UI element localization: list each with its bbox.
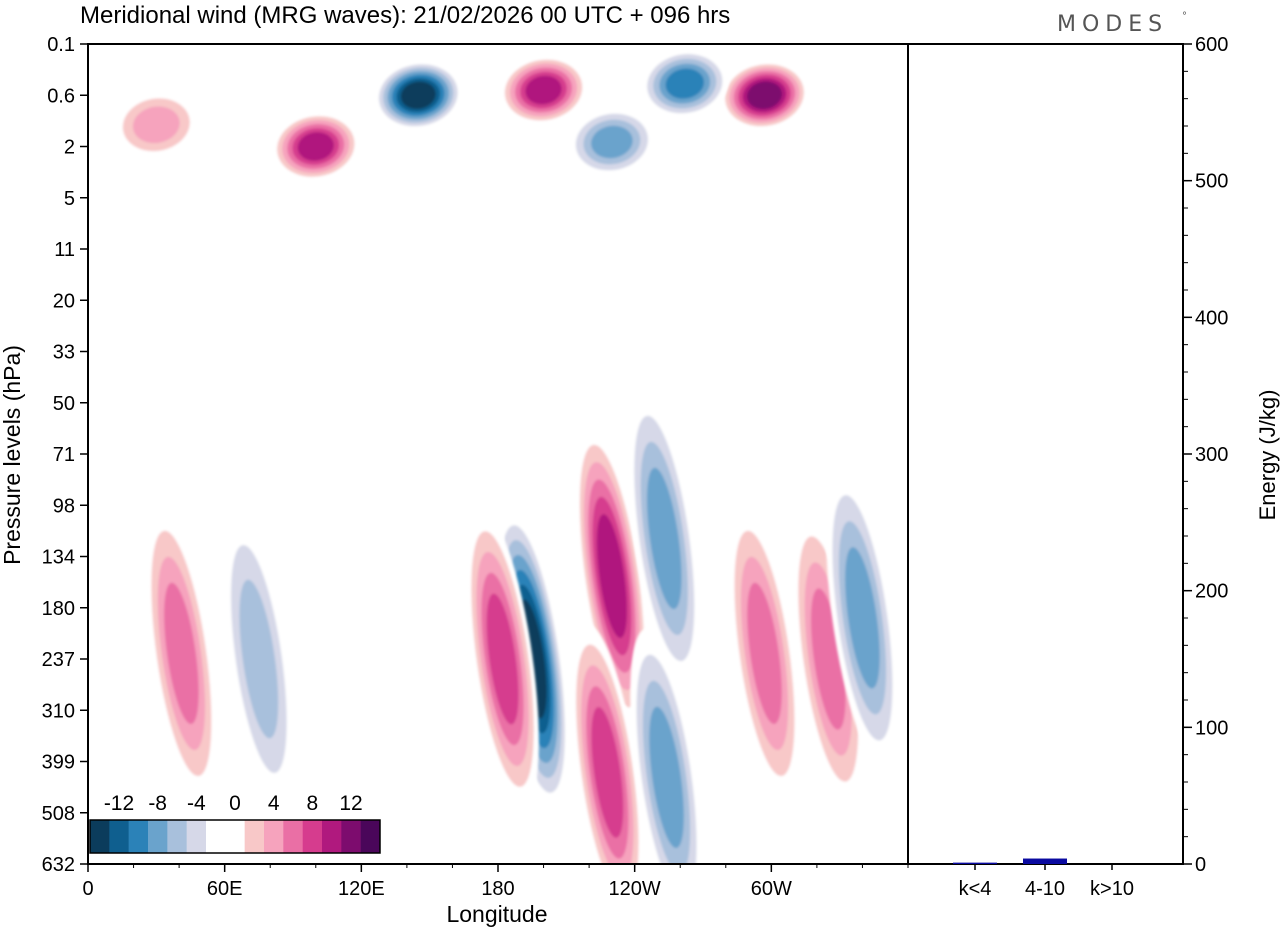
colorbar-swatch (206, 820, 226, 853)
contour-feature-9 (145, 504, 218, 803)
energy-x-ticks: k<4 4-10 k>10 (959, 864, 1134, 900)
colorbar-tick-label: 12 (339, 792, 362, 815)
colorbar: -12 -8 -4 0 4 8 12 (89, 792, 381, 854)
energy-bar-0 (953, 862, 997, 864)
y-tick-label: 399 (42, 752, 75, 774)
contour-feature-7 (791, 510, 865, 808)
colorbar-swatch (225, 820, 245, 853)
heatmap-area (88, 44, 908, 864)
x-tick-label: 120E (338, 878, 385, 900)
colorbar-swatch (302, 820, 323, 853)
contour-feature-14 (641, 49, 729, 118)
x-ticks: 0 60E 120E 180 120W 60W (82, 864, 909, 900)
contour-feature-11 (374, 60, 463, 130)
y-tick-label: 134 (42, 547, 75, 569)
energy-tick-label: 600 (1195, 34, 1228, 56)
colorbar-frame (89, 819, 381, 854)
energy-tick-label: 400 (1195, 307, 1228, 329)
y-ticks: 0.1 0.6 2 5 11 20 33 50 71 98 134 180 237 310 399 508 63… (42, 34, 88, 876)
y-tick-label: 0.6 (47, 85, 75, 107)
y-tick-label: 310 (42, 700, 75, 722)
contour-feature-10 (222, 510, 296, 808)
contour-feature-1 (466, 510, 539, 808)
energy-tick-label: 300 (1195, 444, 1228, 466)
contour-feature-4 (571, 623, 644, 864)
colorbar-swatch (167, 820, 187, 853)
y-tick-label: 20 (53, 290, 75, 312)
x-tick-label: 60E (207, 878, 243, 900)
energy-x-tick-label: k<4 (959, 878, 992, 900)
y-tick-label: 50 (53, 393, 75, 415)
colorbar-swatch (341, 820, 361, 853)
contour-feature-5 (630, 628, 703, 864)
brand-mark: ° (1182, 11, 1193, 22)
y-tick-label: 180 (42, 598, 75, 620)
colorbar-tick-label: -4 (187, 792, 206, 815)
contour-feature-13 (720, 60, 809, 130)
y-tick-label: 237 (42, 649, 75, 671)
contour-feature-12 (499, 55, 588, 125)
energy-y-ticks: 0 100 200 300 400 500 600 (1183, 34, 1228, 876)
brand-logo: MODES (1057, 12, 1168, 37)
x-tick-label: 60W (751, 878, 792, 900)
contour-feature-15 (272, 112, 360, 181)
colorbar-swatch (244, 820, 265, 853)
y-tick-label: 5 (64, 188, 75, 210)
y-tick-label: 0.1 (47, 34, 75, 56)
energy-panel-frame (907, 43, 1184, 865)
chart-title: Meridional wind (MRG waves): 21/02/2026 … (80, 2, 730, 29)
y-tick-label: 71 (53, 444, 75, 466)
contour-feature-2 (575, 427, 649, 725)
colorbar-swatch (186, 820, 207, 853)
energy-bar-1 (1023, 858, 1067, 864)
energy-tick-label: 500 (1195, 171, 1228, 193)
contour-blobs (112, 49, 899, 864)
contour-feature-6 (728, 504, 801, 803)
contour-feature-8 (826, 469, 899, 767)
colorbar-swatch (322, 820, 342, 853)
colorbar-swatch (90, 820, 110, 853)
y-tick-label: 11 (54, 239, 75, 261)
colorbar-tick-label: 8 (306, 792, 318, 815)
colorbar-tick-label: 4 (268, 792, 280, 815)
colorbar-swatch (148, 820, 168, 853)
energy-x-tick-label: 4-10 (1025, 878, 1065, 900)
energy-bars (953, 858, 1067, 864)
contour-feature-3 (627, 389, 701, 688)
colorbar-swatch (109, 820, 129, 853)
y-tick-label: 508 (42, 803, 75, 825)
colorbar-tick-label: -8 (148, 792, 167, 815)
y-tick-label: 33 (53, 342, 75, 364)
x-tick-label: 180 (481, 878, 514, 900)
y-tick-label: 632 (42, 854, 75, 876)
colorbar-swatch (360, 820, 381, 853)
energy-x-tick-label: k>10 (1090, 878, 1134, 900)
x-axis-label: Longitude (446, 901, 547, 927)
colorbar-tick-label: -12 (104, 792, 134, 815)
colorbar-tick-label: 0 (229, 792, 241, 815)
contour-feature-17 (568, 107, 656, 177)
energy-tick-label: 200 (1195, 581, 1228, 603)
energy-tick-label: 0 (1195, 854, 1206, 876)
energy-tick-label: 100 (1195, 717, 1228, 739)
colorbar-swatch (264, 820, 284, 853)
y-axis-label: Pressure levels (hPa) (0, 345, 25, 565)
x-tick-label: 120W (609, 878, 661, 900)
colorbar-swatch (128, 820, 149, 853)
contour-feature-16 (112, 90, 201, 160)
energy-axis-label: Energy (J/kg) (1255, 390, 1280, 521)
colorbar-swatch (283, 820, 303, 853)
x-tick-label: 0 (82, 878, 93, 900)
y-tick-label: 98 (53, 495, 75, 517)
y-tick-label: 2 (64, 137, 75, 159)
